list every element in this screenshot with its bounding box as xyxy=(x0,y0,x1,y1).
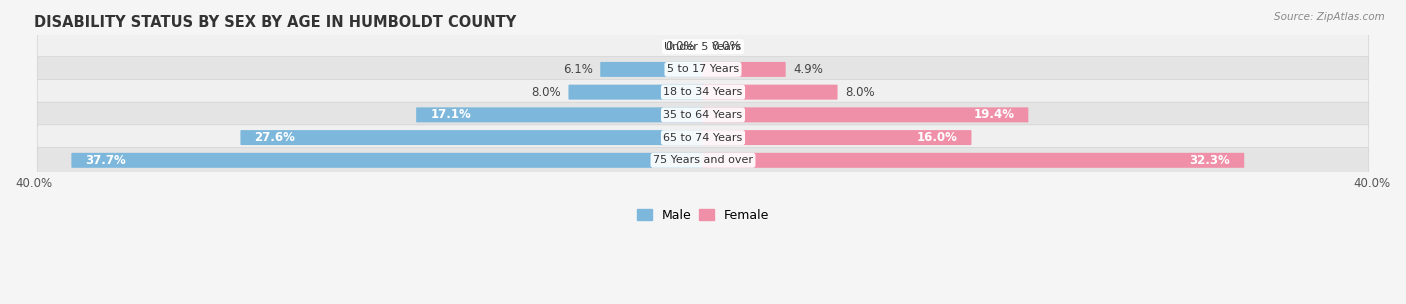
Text: 0.0%: 0.0% xyxy=(711,40,741,53)
FancyBboxPatch shape xyxy=(703,62,786,77)
Legend: Male, Female: Male, Female xyxy=(631,204,775,227)
FancyBboxPatch shape xyxy=(416,107,703,123)
Text: 19.4%: 19.4% xyxy=(973,108,1014,121)
Text: 75 Years and over: 75 Years and over xyxy=(652,155,754,165)
FancyBboxPatch shape xyxy=(37,34,1369,59)
FancyBboxPatch shape xyxy=(600,62,703,77)
FancyBboxPatch shape xyxy=(703,107,1028,123)
Text: 65 to 74 Years: 65 to 74 Years xyxy=(664,133,742,143)
Text: 5 to 17 Years: 5 to 17 Years xyxy=(666,64,740,74)
Text: 8.0%: 8.0% xyxy=(531,86,561,98)
Text: 18 to 34 Years: 18 to 34 Years xyxy=(664,87,742,97)
Text: DISABILITY STATUS BY SEX BY AGE IN HUMBOLDT COUNTY: DISABILITY STATUS BY SEX BY AGE IN HUMBO… xyxy=(34,15,516,30)
FancyBboxPatch shape xyxy=(703,85,838,100)
FancyBboxPatch shape xyxy=(568,85,703,100)
FancyBboxPatch shape xyxy=(37,57,1369,82)
FancyBboxPatch shape xyxy=(37,147,1369,173)
Text: Under 5 Years: Under 5 Years xyxy=(665,42,741,52)
FancyBboxPatch shape xyxy=(37,102,1369,128)
Text: 6.1%: 6.1% xyxy=(562,63,592,76)
Text: 4.9%: 4.9% xyxy=(793,63,824,76)
Text: 37.7%: 37.7% xyxy=(86,154,127,167)
Text: 17.1%: 17.1% xyxy=(430,108,471,121)
Text: 16.0%: 16.0% xyxy=(917,131,957,144)
Text: Source: ZipAtlas.com: Source: ZipAtlas.com xyxy=(1274,12,1385,22)
Text: 27.6%: 27.6% xyxy=(254,131,295,144)
Text: 8.0%: 8.0% xyxy=(845,86,875,98)
FancyBboxPatch shape xyxy=(37,79,1369,105)
FancyBboxPatch shape xyxy=(240,130,703,145)
Text: 35 to 64 Years: 35 to 64 Years xyxy=(664,110,742,120)
FancyBboxPatch shape xyxy=(37,125,1369,150)
Text: 32.3%: 32.3% xyxy=(1189,154,1230,167)
FancyBboxPatch shape xyxy=(703,130,972,145)
FancyBboxPatch shape xyxy=(703,153,1244,168)
FancyBboxPatch shape xyxy=(72,153,703,168)
Text: 0.0%: 0.0% xyxy=(665,40,695,53)
